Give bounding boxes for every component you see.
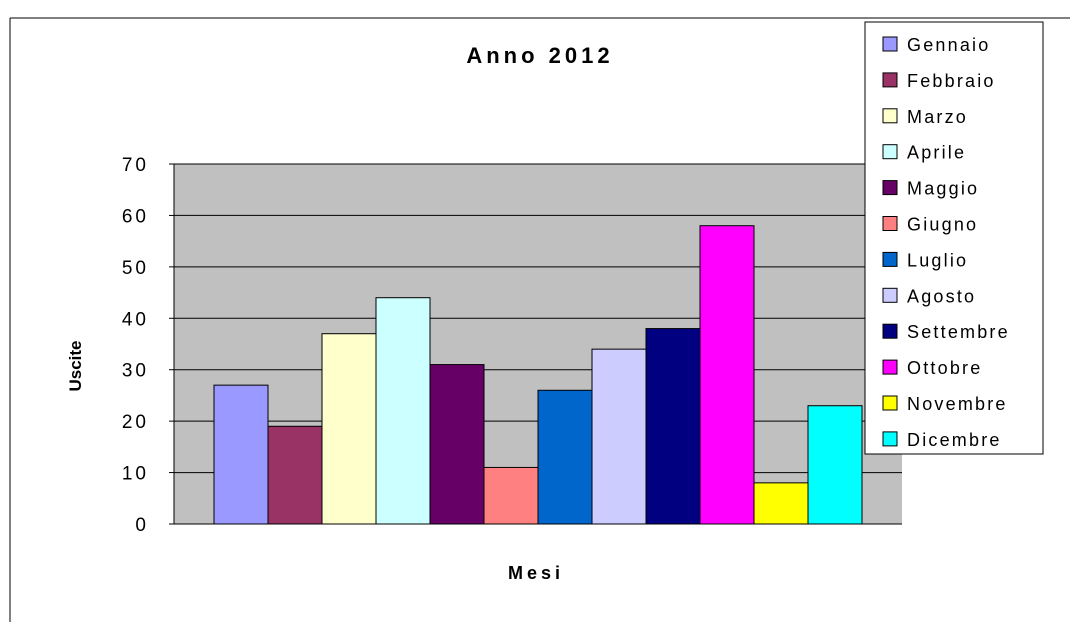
legend-label-marzo: Marzo: [907, 107, 968, 127]
bar-agosto: [591, 348, 647, 525]
bar-giugno: [483, 466, 539, 525]
y-tick-label: 50: [122, 258, 149, 279]
legend-swatch-maggio: [882, 180, 898, 196]
y-tick-label: 0: [135, 515, 149, 536]
legend-label-ottobre: Ottobre: [907, 358, 982, 378]
legend-label-maggio: Maggio: [907, 179, 979, 199]
legend-label-novembre: Novembre: [907, 394, 1008, 414]
legend-swatch-agosto: [882, 287, 898, 303]
legend-label-aprile: Aprile: [907, 143, 966, 163]
bar-gennaio: [213, 384, 269, 525]
bar-febbraio: [267, 425, 323, 525]
legend-label-luglio: Luglio: [907, 250, 968, 270]
legend-swatch-ottobre: [882, 359, 898, 375]
legend: [864, 21, 1044, 455]
bar-maggio: [429, 364, 485, 525]
legend-items: Gennaio Febbraio Marzo Aprile Maggio Giugno Lu…: [882, 35, 1010, 450]
legend-swatch-dicembre: [882, 431, 898, 447]
bar-marzo: [321, 333, 377, 525]
legend-swatch-aprile: [882, 144, 898, 160]
legend-swatch-marzo: [882, 108, 898, 124]
bar-aprile: [375, 297, 431, 525]
y-tick-label: 10: [122, 464, 149, 485]
y-tick-label: 20: [122, 412, 149, 433]
legend-label-agosto: Agosto: [907, 286, 976, 306]
legend-label-dicembre: Dicembre: [907, 430, 1002, 450]
y-tick-label: 60: [122, 206, 149, 227]
legend-label-gennaio: Gennaio: [907, 35, 990, 55]
legend-swatch-settembre: [882, 323, 898, 339]
legend-swatch-febbraio: [882, 72, 898, 88]
bar-settembre: [645, 328, 701, 525]
bar-novembre: [753, 482, 809, 525]
legend-label-settembre: Settembre: [907, 322, 1010, 342]
chart-title: Anno 2012: [466, 43, 613, 68]
y-axis-ticks: 0 10 20 30 40 50 60 70: [122, 155, 174, 536]
y-tick-label: 70: [122, 155, 149, 176]
bar-dicembre: [807, 405, 863, 525]
legend-swatch-novembre: [882, 395, 898, 411]
y-tick-label: 40: [122, 309, 149, 330]
legend-label-febbraio: Febbraio: [907, 71, 996, 91]
x-axis-label: Mesi: [508, 563, 564, 583]
y-tick-label: 30: [122, 361, 149, 382]
bar-series: [213, 225, 863, 525]
legend-swatch-gennaio: [882, 36, 898, 52]
bar-ottobre: [699, 225, 755, 525]
y-axis-label: Uscite: [66, 340, 85, 391]
legend-label-giugno: Giugno: [907, 215, 978, 235]
legend-swatch-giugno: [882, 216, 898, 231]
bar-luglio: [537, 389, 593, 525]
legend-swatch-luglio: [882, 251, 898, 267]
